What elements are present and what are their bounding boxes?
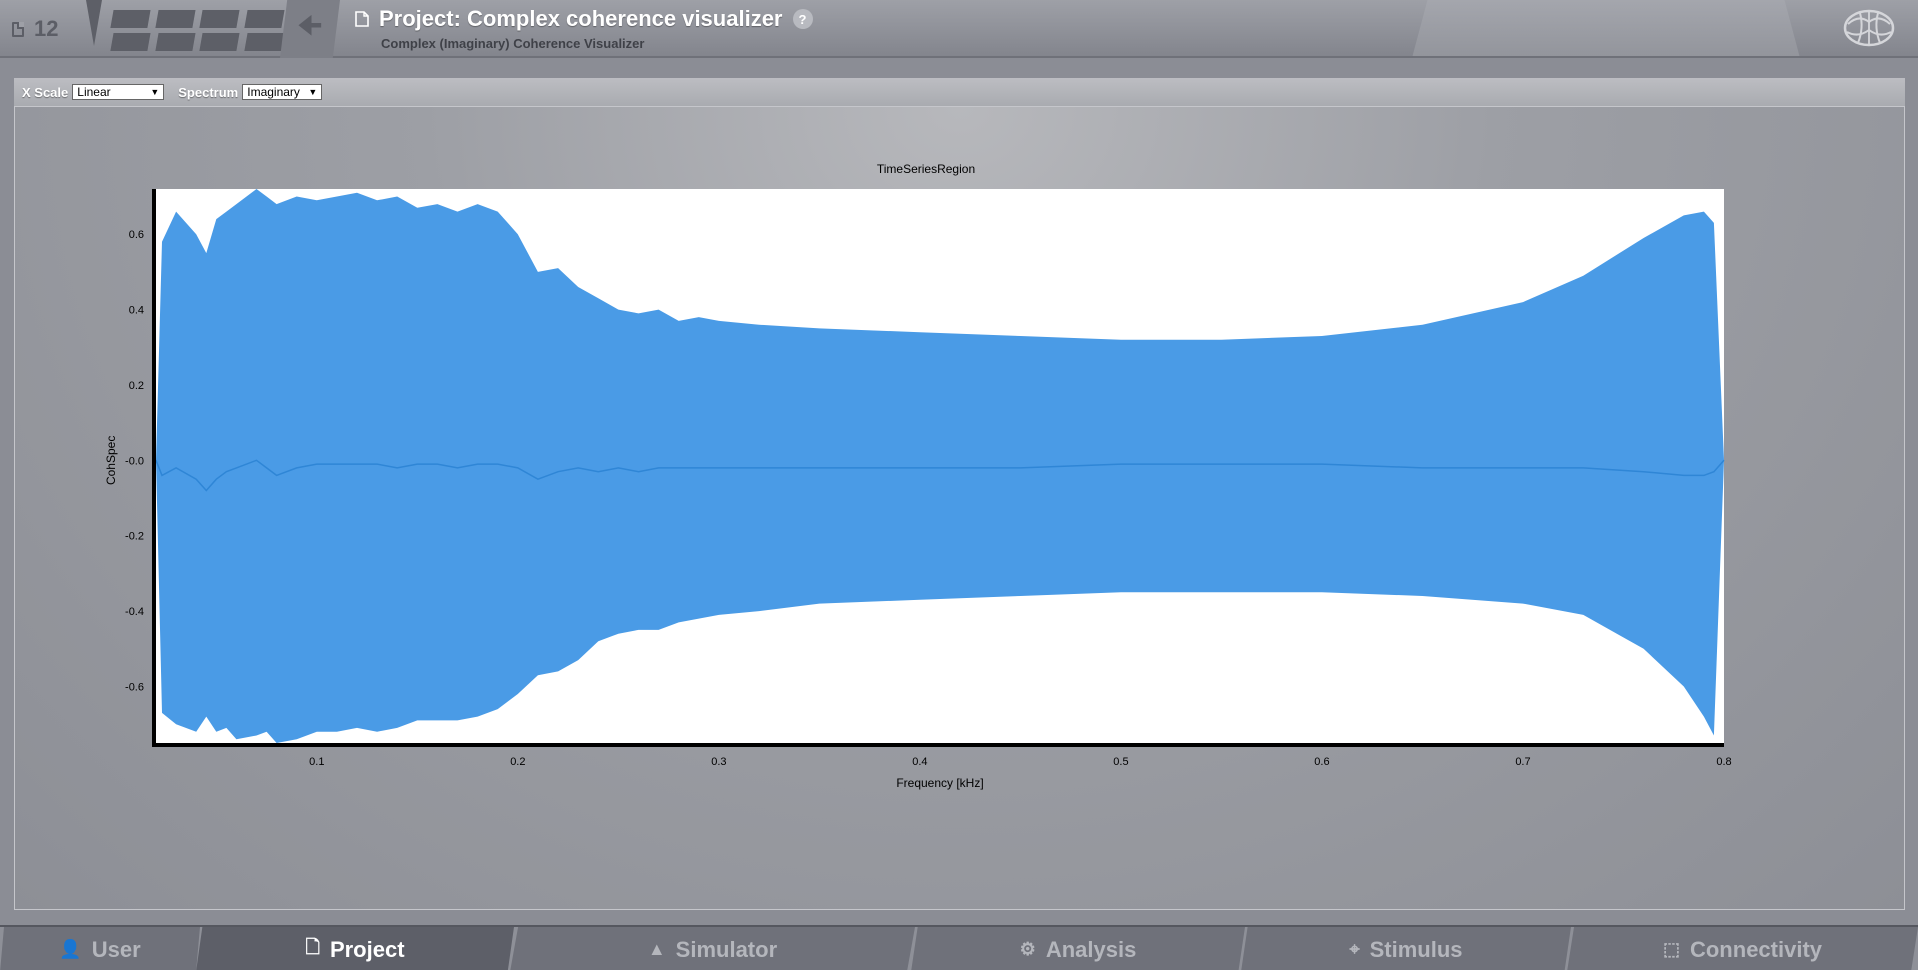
help-button[interactable]: ? — [792, 9, 813, 29]
nav-tab-background — [1567, 927, 1918, 970]
x-tick-label: 0.1 — [309, 756, 324, 768]
nav-tab-user[interactable]: 👤 User — [0, 927, 200, 970]
nav-tab-background — [0, 927, 200, 970]
nav-tab-project[interactable]: 🗋 Project — [196, 927, 514, 970]
header-right-panel — [1412, 0, 1800, 58]
spectrum-label: Spectrum — [178, 84, 239, 100]
nav-tab-label: Connectivity — [1689, 936, 1823, 962]
x-tick-label: 0.5 — [1113, 756, 1128, 768]
nav-tab-label: Simulator — [675, 936, 778, 962]
x-tick-label: 0.8 — [1716, 756, 1731, 768]
project-grid-button[interactable] — [110, 10, 284, 50]
back-arrow-icon: 🠈 — [297, 10, 323, 40]
rocket-icon: ▲ — [647, 939, 666, 959]
network-icon: ⬚ — [1662, 939, 1680, 959]
nav-tab-connectivity[interactable]: ⬚ Connectivity — [1567, 927, 1918, 970]
nav-tab-label: Analysis — [1045, 936, 1137, 962]
y-axis-ticks: 0.6 0.4 0.2 -0.0 -0.2 -0.4 -0.6 — [125, 229, 144, 693]
y-tick-label: -0.4 — [125, 606, 144, 618]
nav-tab-label: Stimulus — [1369, 936, 1463, 962]
bottom-navigation: 👤 User 🗋 Project ▲ Simulator ⚙ Analysis ⌖ Stimulu… — [0, 925, 1918, 970]
grid-cell-icon — [110, 10, 151, 28]
x-axis-ticks: 0.1 0.2 0.3 0.4 0.5 0.6 0.7 0.8 — [309, 756, 1731, 768]
gear-icon: ⚙ — [1019, 939, 1036, 959]
chart-panel: TimeSeriesRegion 0.1 0.2 0.3 0.4 0.5 0.6 0.7 0.… — [14, 106, 1905, 910]
document-icon: 🗋 — [305, 936, 320, 957]
document-icon — [355, 11, 369, 27]
grid-cell-icon — [154, 10, 195, 28]
y-tick-label: 0.4 — [129, 305, 144, 317]
spectrum-select[interactable]: Imaginary ▼ — [242, 84, 323, 100]
coherence-range-area — [156, 189, 1724, 743]
page-title: Project: Complex coherence visualizer — [379, 6, 783, 31]
x-axis-label: Frequency [kHz] — [896, 776, 983, 790]
chart-title: TimeSeriesRegion — [877, 162, 975, 176]
nav-tab-analysis[interactable]: ⚙ Analysis — [911, 927, 1245, 970]
grid-cell-icon — [110, 32, 151, 50]
coherence-chart[interactable]: TimeSeriesRegion 0.1 0.2 0.3 0.4 0.5 0.6 0.7 0.… — [15, 107, 1906, 911]
brain-logo-icon[interactable] — [1842, 8, 1896, 48]
nav-tab-simulator[interactable]: ▲ Simulator — [510, 927, 915, 970]
xscale-label: X Scale — [22, 84, 69, 100]
project-count: 12 — [34, 16, 59, 41]
y-tick-label: 0.6 — [129, 229, 144, 241]
spectrum-value: Imaginary — [247, 85, 300, 99]
user-icon: 👤 — [59, 939, 82, 959]
dropdown-arrow-icon: ▼ — [308, 87, 318, 97]
menu-pointer-icon — [86, 0, 102, 46]
x-tick-label: 0.4 — [912, 756, 927, 768]
x-tick-label: 0.6 — [1314, 756, 1329, 768]
mean-coherence-line — [155, 459, 1725, 492]
xscale-value: Linear — [77, 85, 111, 99]
y-axis-label: CohSpec — [104, 436, 118, 485]
back-button[interactable]: 🠈 — [280, 0, 340, 58]
xscale-select[interactable]: Linear ▼ — [72, 84, 165, 100]
nav-tab-label: Project — [329, 936, 405, 962]
dropdown-arrow-icon: ▼ — [150, 87, 160, 97]
grid-cell-icon — [243, 32, 284, 50]
grid-cell-icon — [243, 10, 284, 28]
x-tick-label: 0.2 — [510, 756, 525, 768]
document-icon — [12, 21, 24, 37]
x-tick-label: 0.7 — [1515, 756, 1530, 768]
project-counter[interactable]: 12 — [0, 0, 90, 58]
nav-tab-background — [911, 927, 1245, 970]
nav-tab-background — [510, 927, 915, 970]
x-tick-label: 0.3 — [711, 756, 726, 768]
y-tick-label: -0.6 — [125, 681, 144, 693]
nav-tab-stimulus[interactable]: ⌖ Stimulus — [1241, 927, 1571, 970]
y-tick-label: -0.0 — [125, 455, 144, 467]
y-tick-label: 0.2 — [129, 380, 144, 392]
pin-icon: ⌖ — [1349, 939, 1360, 959]
y-tick-label: -0.2 — [125, 531, 144, 543]
grid-cell-icon — [199, 32, 240, 50]
top-header: 12 🠈 Project: Complex coherence visualiz… — [0, 0, 1918, 58]
nav-tab-background — [196, 927, 514, 970]
header-title-area: Project: Complex coherence visualizer ? … — [355, 6, 813, 51]
visualizer-toolbar: X Scale Linear ▼ Spectrum Imaginary ▼ — [14, 78, 1905, 106]
nav-tab-background — [1241, 927, 1571, 970]
grid-cell-icon — [199, 10, 240, 28]
page-subtitle: Complex (Imaginary) Coherence Visualizer — [381, 36, 645, 51]
grid-cell-icon — [154, 32, 195, 50]
nav-tab-label: User — [91, 936, 141, 962]
